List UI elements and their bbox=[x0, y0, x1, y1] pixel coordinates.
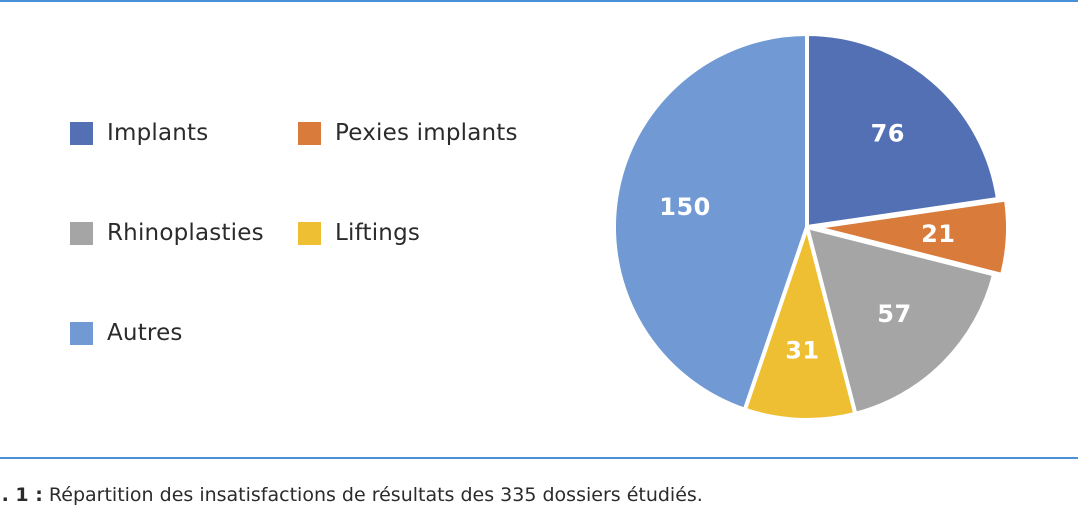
legend-swatch-liftings bbox=[298, 221, 321, 245]
pie-slice-implants bbox=[805, 32, 1000, 229]
caption-text: Répartition des insatisfactions de résul… bbox=[42, 484, 703, 506]
legend-item-pexies-implants: Pexies implants bbox=[298, 118, 518, 148]
legend-item-liftings: Liftings bbox=[298, 218, 420, 248]
legend-label-implants: Implants bbox=[107, 120, 209, 146]
data-label-pexies-implants: 21 bbox=[921, 220, 955, 248]
legend-item-rhinoplasties: Rhinoplasties bbox=[70, 218, 264, 248]
data-label-autres: 150 bbox=[659, 193, 711, 221]
legend-swatch-autres bbox=[70, 321, 93, 345]
data-label-rhinoplasties: 57 bbox=[877, 300, 911, 328]
pie-slice-liftings bbox=[742, 225, 858, 422]
legend-swatch-implants bbox=[70, 121, 93, 145]
legend-label-rhinoplasties: Rhinoplasties bbox=[107, 220, 264, 246]
legend-swatch-rhinoplasties bbox=[70, 221, 93, 245]
data-label-implants: 76 bbox=[871, 120, 905, 148]
top-rule bbox=[0, 0, 1078, 2]
data-label-liftings: 31 bbox=[785, 336, 819, 364]
bottom-rule bbox=[0, 457, 1078, 459]
legend-label-pexies-implants: Pexies implants bbox=[335, 120, 518, 146]
legend-label-autres: Autres bbox=[107, 320, 183, 346]
pie-chart: 76 21 57 31 150 bbox=[612, 32, 1010, 422]
figure-number: g. 1 : bbox=[0, 484, 43, 506]
pie-slice-rhinoplasties bbox=[805, 225, 997, 416]
legend-swatch-pexies-implants bbox=[298, 121, 321, 145]
legend-item-autres: Autres bbox=[70, 318, 183, 348]
chart-legend: Implants Pexies implants Rhinoplasties L… bbox=[0, 0, 560, 450]
pie-slice-pexies-implants bbox=[812, 197, 1010, 277]
legend-label-liftings: Liftings bbox=[335, 220, 421, 246]
legend-item-implants: Implants bbox=[70, 118, 208, 148]
pie-slice-autres bbox=[612, 32, 809, 412]
figure-caption: g. 1 : Répartition des insatisfactions d… bbox=[0, 484, 703, 506]
